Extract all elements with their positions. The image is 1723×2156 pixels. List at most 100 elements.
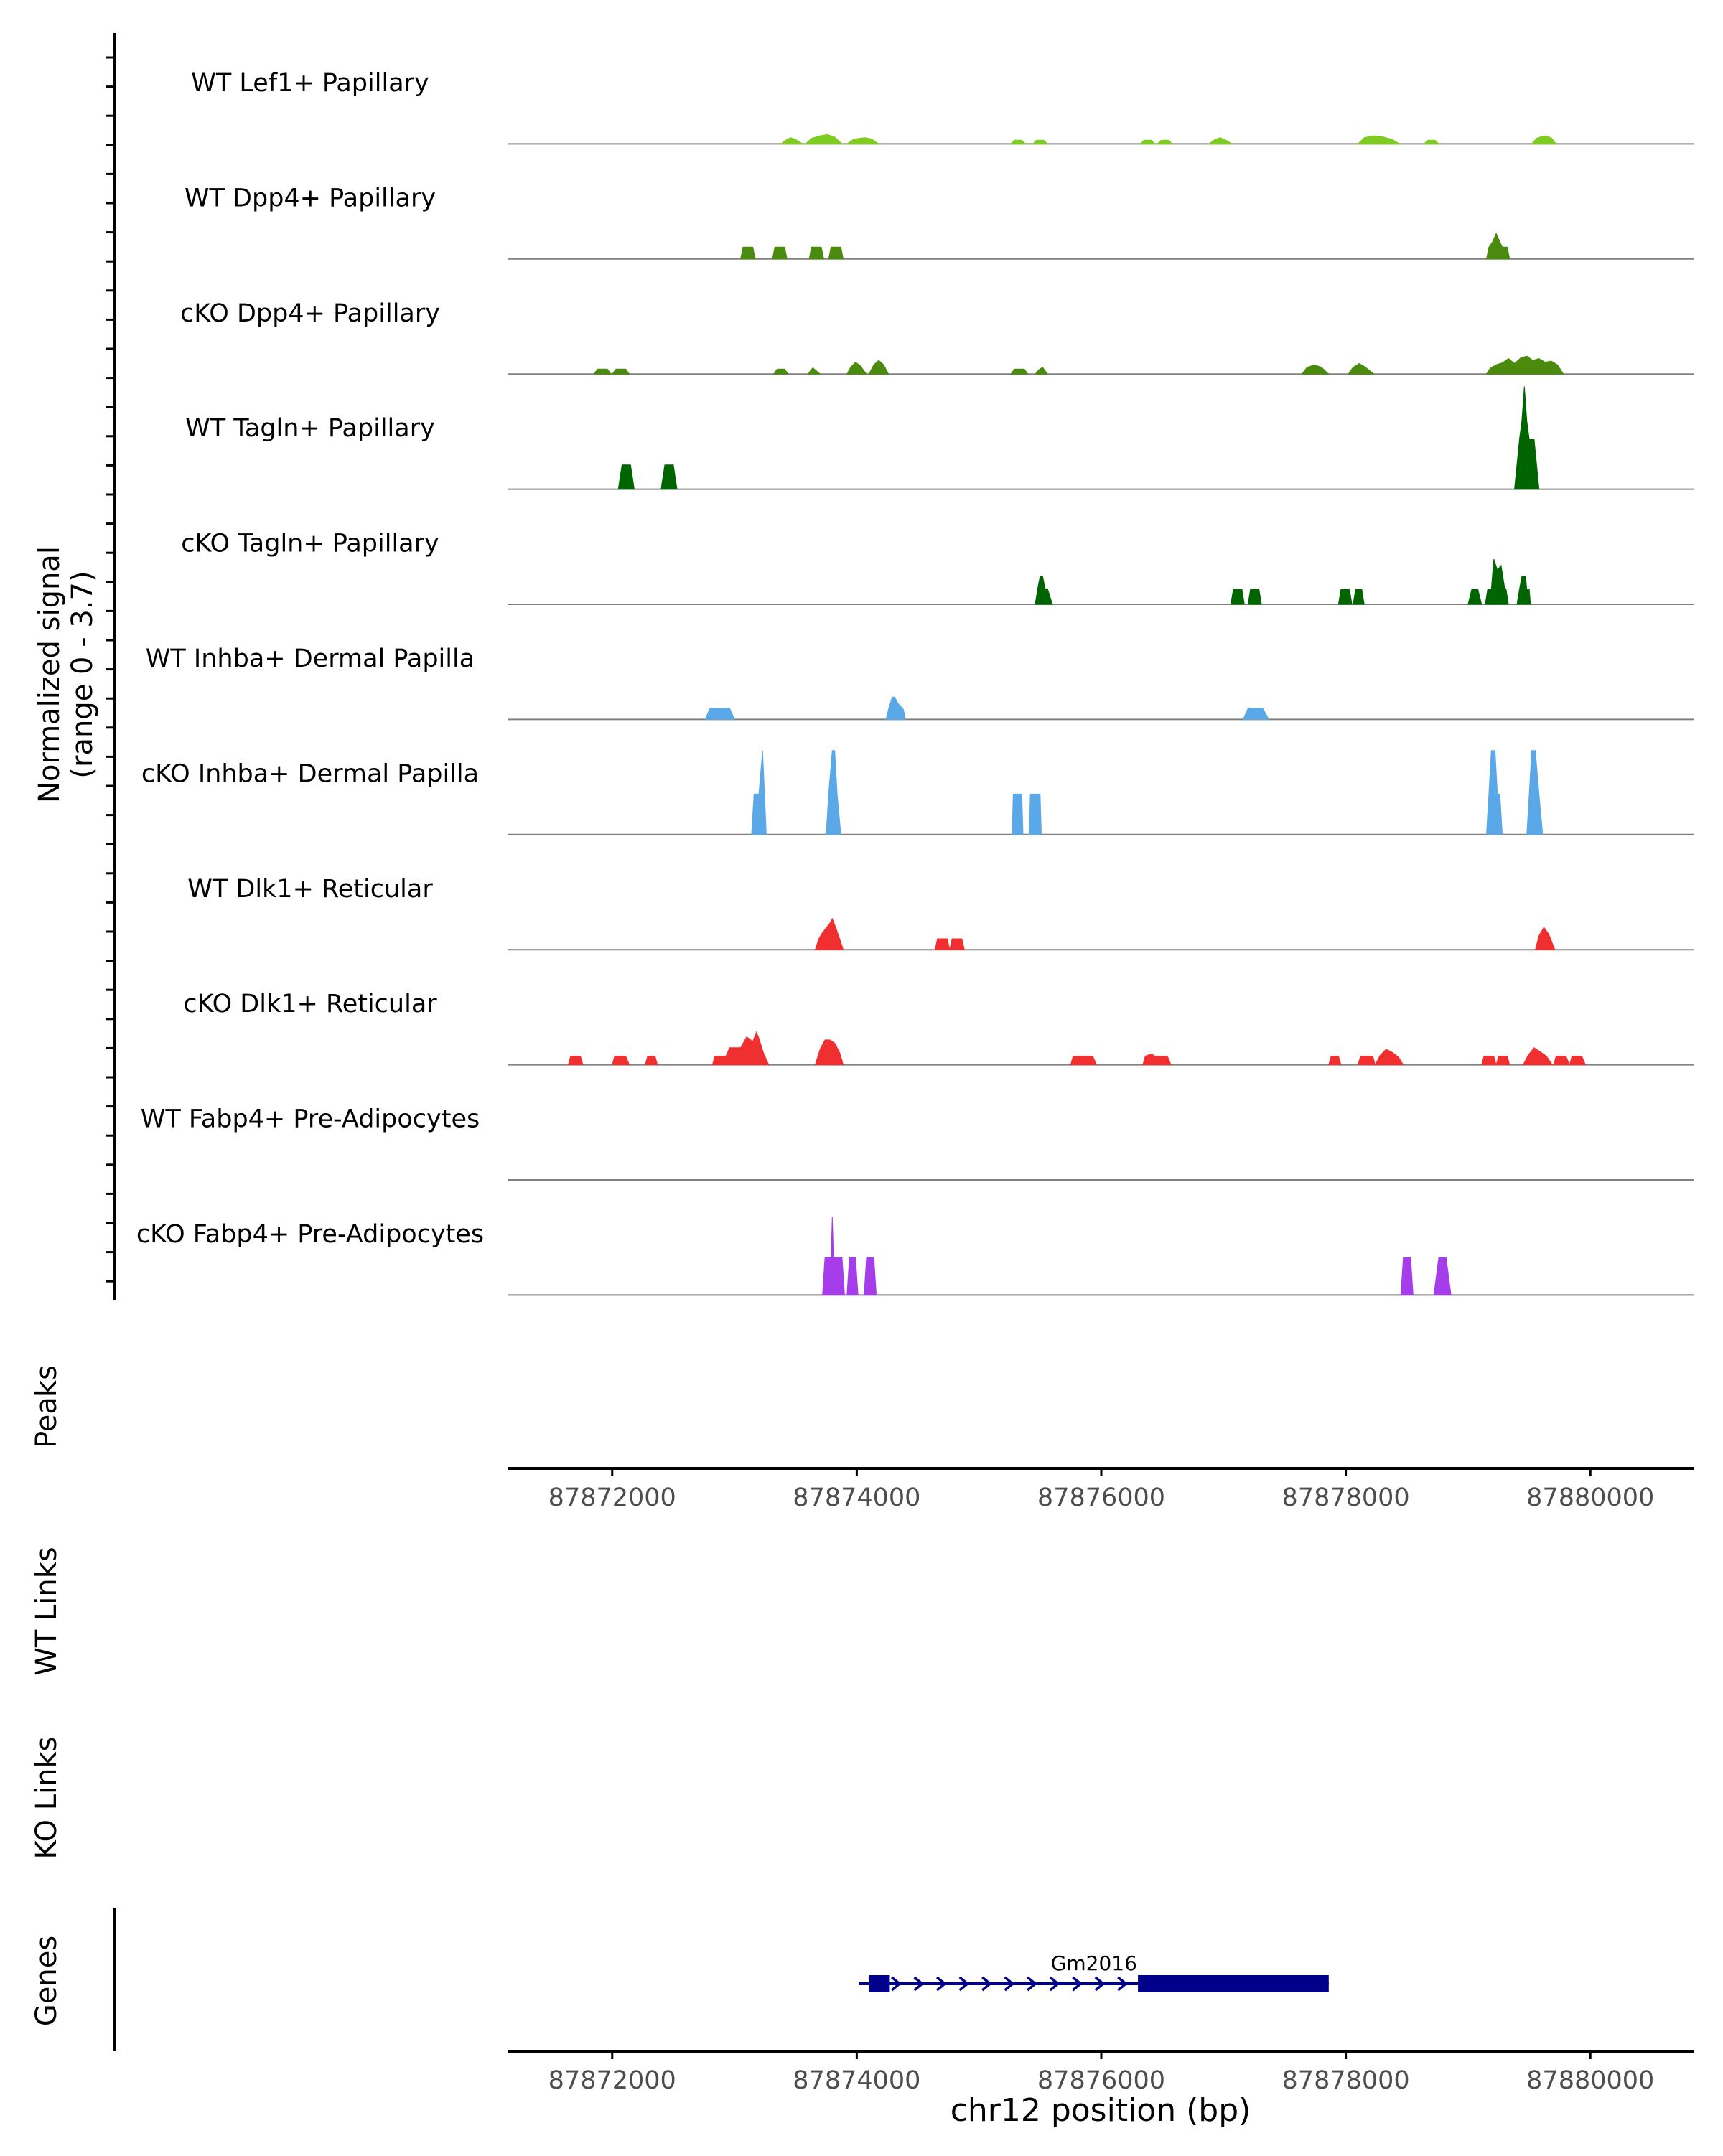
coverage-peak — [1009, 139, 1027, 144]
coverage-peak — [1028, 793, 1042, 835]
ko-links-label: KO Links — [30, 1737, 63, 1860]
coverage-peak — [1142, 1053, 1172, 1066]
track-4: WT Tagln+ Papillary — [185, 386, 1694, 490]
coverage-peak — [814, 1039, 844, 1066]
strand-arrow — [1049, 1976, 1060, 1992]
track-3: cKO Dpp4+ Papillary — [180, 299, 1694, 375]
coverage-peak — [617, 464, 635, 490]
coverage-peak — [1357, 135, 1401, 144]
gene-exon — [1138, 1975, 1329, 1992]
strand-arrow — [1004, 1976, 1015, 1992]
track-label: cKO Tagln+ Papillary — [181, 530, 439, 558]
coverage-peak — [772, 368, 789, 375]
track-label: cKO Inhba+ Dermal Papilla — [141, 759, 479, 788]
coverage-peak — [1012, 793, 1024, 835]
coverage-peak — [1485, 558, 1509, 605]
coverage-peak — [611, 368, 630, 375]
coverage-peak — [1242, 708, 1270, 720]
coverage-peak — [1010, 368, 1029, 375]
track-label: WT Dlk1+ Reticular — [187, 875, 433, 904]
coverage-peak — [885, 696, 907, 720]
coverage-peak — [949, 938, 965, 950]
coverage-peak — [1247, 589, 1262, 605]
coverage-peak — [846, 1257, 859, 1295]
genes-x-axis: 87872000 87874000 87876000 87878000 87880000 — [508, 2050, 1694, 2095]
coverage-peak — [660, 464, 678, 490]
track-label: cKO Dlk1+ Reticular — [183, 990, 437, 1018]
coverage-peak — [1526, 750, 1544, 835]
coverage-peak — [739, 246, 756, 260]
coverage-peak — [1553, 1056, 1571, 1066]
coverage-peak — [593, 368, 612, 375]
signal-tracks: WT Lef1+ Papillary WT Dpp4+ Papillary cKO … — [136, 69, 1694, 1296]
coverage-peak — [780, 137, 805, 144]
coverage-peak — [711, 1031, 770, 1066]
coverage-peak — [1070, 1056, 1097, 1066]
x-axis-label: chr12 position (bp) — [951, 2092, 1251, 2129]
track-5: cKO Tagln+ Papillary — [181, 530, 1694, 605]
y-axis-range-label: (range 0 - 3.7) — [66, 571, 99, 778]
genes-x-tick-label: 87876000 — [1037, 2066, 1165, 2095]
peaks-x-tick-label: 87872000 — [548, 1484, 676, 1512]
gene-exon — [869, 1975, 890, 1992]
strand-arrow — [1094, 1976, 1106, 1992]
coverage-peak — [1157, 139, 1173, 144]
coverage-peak — [1569, 1056, 1587, 1066]
coverage-peak — [822, 1217, 845, 1295]
coverage-peak — [1035, 576, 1053, 605]
peaks-x-tick-label: 87874000 — [793, 1484, 920, 1512]
coverage-peak — [868, 360, 889, 375]
coverage-peak — [704, 708, 735, 720]
coverage-peak — [846, 137, 880, 144]
track-8: WT Dlk1+ Reticular — [187, 875, 1694, 951]
track-11: cKO Fabp4+ Pre-Adipocytes — [136, 1217, 1694, 1296]
strand-arrow — [890, 1976, 902, 1992]
strand-arrow — [958, 1976, 970, 1992]
coverage-peak — [1034, 367, 1049, 375]
coverage-peak — [828, 246, 844, 260]
peaks-label: Peaks — [30, 1365, 63, 1448]
track-label: cKO Dpp4+ Papillary — [180, 299, 440, 328]
coverage-peak — [1139, 139, 1157, 144]
peaks-x-axis: 87872000 87874000 87876000 87878000 87880000 — [508, 1467, 1694, 1512]
coverage-peak — [1467, 589, 1482, 605]
coverage-peak — [1433, 1257, 1452, 1295]
track-2: WT Dpp4+ Papillary — [185, 184, 1694, 260]
genes-x-tick-label: 87872000 — [548, 2066, 676, 2095]
genes-x-tick-label: 87874000 — [793, 2066, 920, 2095]
gene-name: Gm2016 — [1051, 1951, 1137, 1975]
y-axis-label: Normalized signal — [33, 546, 66, 803]
strand-arrow — [913, 1976, 925, 1992]
genes-label: Genes — [30, 1936, 63, 2026]
coverage-peak — [1423, 139, 1440, 144]
coverage-peak — [1485, 233, 1510, 260]
strand-arrow — [1027, 1976, 1037, 1992]
track-label: WT Inhba+ Dermal Papilla — [146, 645, 475, 673]
coverage-peak — [1357, 1056, 1376, 1066]
coverage-peak — [1374, 1049, 1404, 1066]
track-label: WT Lef1+ Papillary — [191, 69, 429, 98]
coverage-peak — [772, 246, 788, 260]
coverage-peak — [612, 1056, 630, 1066]
gene-annotation: Gm2016 — [859, 1951, 1329, 1992]
coverage-peak — [1328, 1056, 1342, 1066]
coverage-peak — [934, 938, 951, 950]
wt-links-label: WT Links — [30, 1547, 63, 1675]
signal-y-axis-ticks — [106, 56, 115, 1283]
coverage-peak — [804, 133, 844, 144]
strand-arrow — [1072, 1976, 1083, 1992]
coverage-peak — [1495, 1056, 1510, 1066]
coverage-peak — [751, 750, 767, 835]
coverage-peak — [1514, 386, 1540, 490]
peaks-x-tick-label: 87878000 — [1282, 1484, 1410, 1512]
coverage-peak — [1481, 1056, 1497, 1066]
coverage-peak — [1337, 589, 1353, 605]
coverage-peak — [1485, 750, 1503, 835]
strand-arrow — [981, 1976, 992, 1992]
track-1: WT Lef1+ Papillary — [191, 69, 1694, 145]
coverage-peak — [1516, 576, 1531, 605]
track-7: cKO Inhba+ Dermal Papilla — [141, 750, 1694, 835]
track-9: cKO Dlk1+ Reticular — [183, 990, 1694, 1066]
coverage-peak — [567, 1056, 584, 1066]
